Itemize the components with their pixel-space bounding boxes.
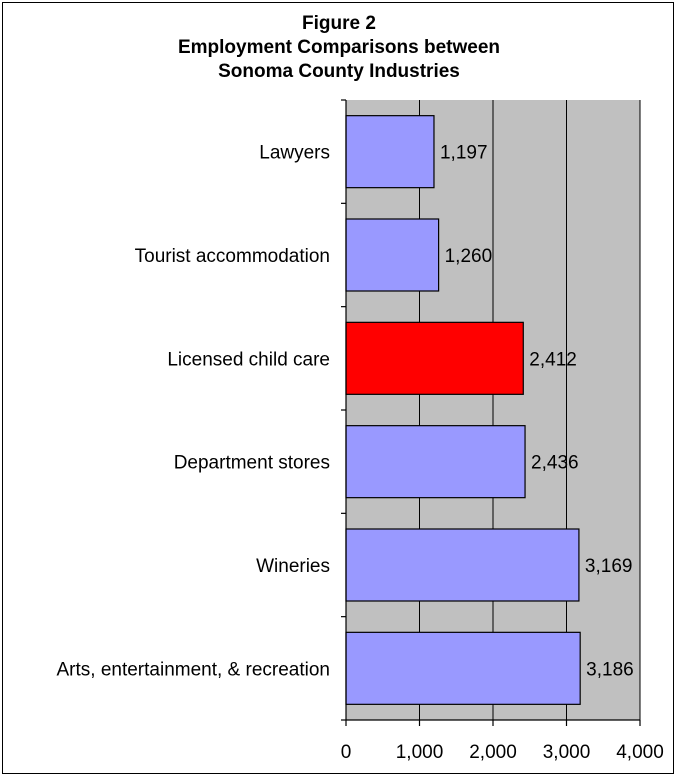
x-tick-label-3: 3,000: [543, 742, 591, 763]
x-tick-label-2: 2,000: [469, 742, 517, 763]
value-label-2: 2,412: [529, 349, 577, 370]
value-label-5: 3,186: [586, 659, 634, 680]
value-label-4: 3,169: [585, 556, 633, 577]
bar-1: [345, 218, 440, 292]
chart-title-line-3: Sonoma County Industries: [218, 61, 460, 82]
category-label-3: Department stores: [174, 453, 330, 474]
bar-0: [345, 115, 435, 189]
category-label-1: Tourist accommodation: [135, 246, 330, 267]
category-label-0: Lawyers: [259, 143, 330, 164]
bar-5: [345, 631, 581, 705]
chart-title-line-1: Figure 2: [302, 13, 376, 34]
bar-4: [345, 528, 580, 602]
x-tick-label-1: 1,000: [396, 742, 444, 763]
bar-2: [345, 321, 524, 395]
value-label-1: 1,260: [445, 246, 493, 267]
chart-title-line-2: Employment Comparisons between: [177, 37, 500, 58]
x-tick-label-4: 4,000: [616, 742, 664, 763]
value-label-3: 2,436: [531, 453, 579, 474]
category-label-4: Wineries: [256, 556, 330, 577]
category-label-5: Arts, entertainment, & recreation: [56, 659, 330, 680]
x-tick-label-0: 0: [341, 742, 352, 763]
value-label-0: 1,197: [440, 143, 488, 164]
category-label-2: Licensed child care: [167, 349, 330, 370]
bar-3: [345, 425, 526, 499]
